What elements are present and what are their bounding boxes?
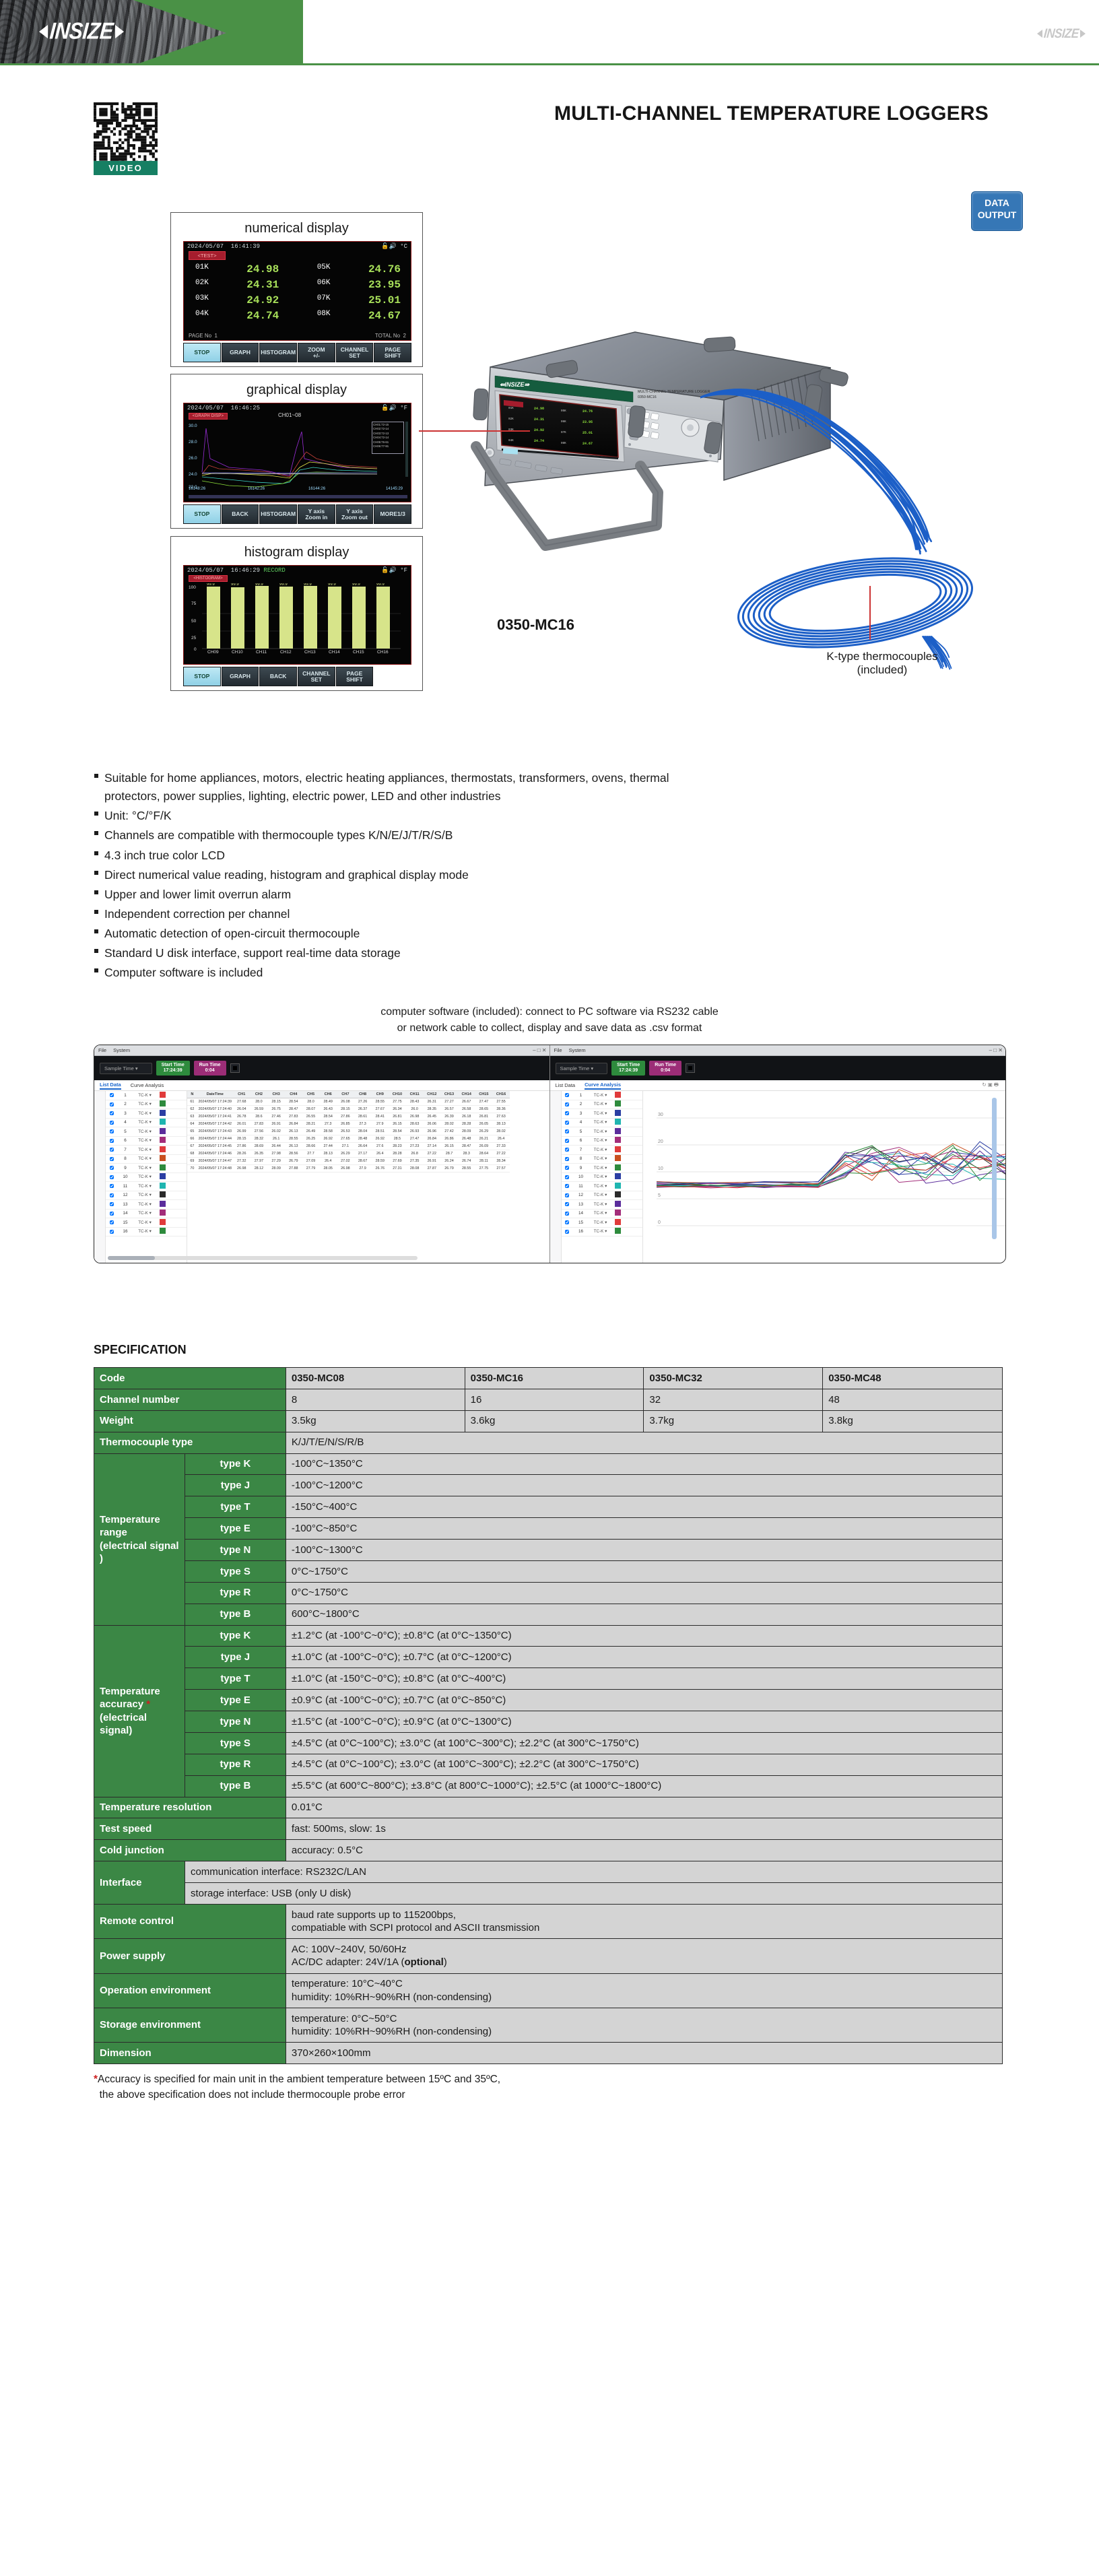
svg-text:99.9: 99.9 [207,583,215,587]
svg-text:99.9: 99.9 [231,583,239,587]
svg-text:24.98: 24.98 [534,407,544,411]
svg-text:24.74: 24.74 [534,439,544,443]
svg-text:99.9: 99.9 [279,583,288,587]
svg-text:99.9: 99.9 [304,583,312,587]
svg-text:CH10: CH10 [232,650,243,655]
svg-text:02K: 02K [508,418,514,421]
svg-text:24.31: 24.31 [534,418,544,422]
svg-text:24.0: 24.0 [189,472,197,477]
svg-text:26.0: 26.0 [189,456,197,461]
svg-text:99.9: 99.9 [328,583,336,587]
svg-text:CH16: CH16 [377,650,389,655]
svg-text:0350-MC16: 0350-MC16 [638,395,657,399]
svg-text:24.92: 24.92 [534,428,544,432]
svg-text:10: 10 [658,1166,663,1171]
svg-text:MULTI-CHANNEL TEMPERATURE LOGG: MULTI-CHANNEL TEMPERATURE LOGGER [638,390,710,394]
svg-text:23.95: 23.95 [582,420,593,424]
svg-text:99.9: 99.9 [352,583,360,587]
svg-text:CH12: CH12 [280,650,292,655]
svg-text:CH13: CH13 [304,650,316,655]
svg-text:07K: 07K [561,431,566,434]
svg-text:24.67: 24.67 [582,442,593,446]
svg-text:99.9: 99.9 [376,583,385,587]
svg-text:CH15: CH15 [353,650,364,655]
svg-text:01K: 01K [508,407,514,410]
svg-text:0: 0 [658,1220,661,1225]
svg-text:75: 75 [191,601,197,606]
svg-text:08K: 08K [561,442,566,445]
svg-text:24.76: 24.76 [582,409,593,414]
svg-text:CH09: CH09 [207,650,219,655]
svg-text:99.9: 99.9 [255,583,263,587]
svg-text:5: 5 [658,1193,661,1198]
svg-text:30: 30 [658,1113,663,1117]
svg-text:25.01: 25.01 [582,431,593,435]
svg-text:CH14: CH14 [329,650,340,655]
svg-text:CH11: CH11 [256,650,267,655]
svg-text:28.0: 28.0 [189,440,197,444]
svg-text:30.0: 30.0 [189,424,197,428]
svg-text:04K: 04K [508,439,514,442]
svg-text:0: 0 [194,647,197,652]
svg-text:100: 100 [189,585,196,590]
svg-text:⇚INSIZE⇛: ⇚INSIZE⇛ [500,381,531,388]
svg-text:05K: 05K [561,409,566,413]
svg-text:25: 25 [191,636,197,640]
svg-text:50: 50 [191,619,197,624]
svg-text:06K: 06K [561,420,566,424]
svg-text:20: 20 [658,1140,663,1144]
